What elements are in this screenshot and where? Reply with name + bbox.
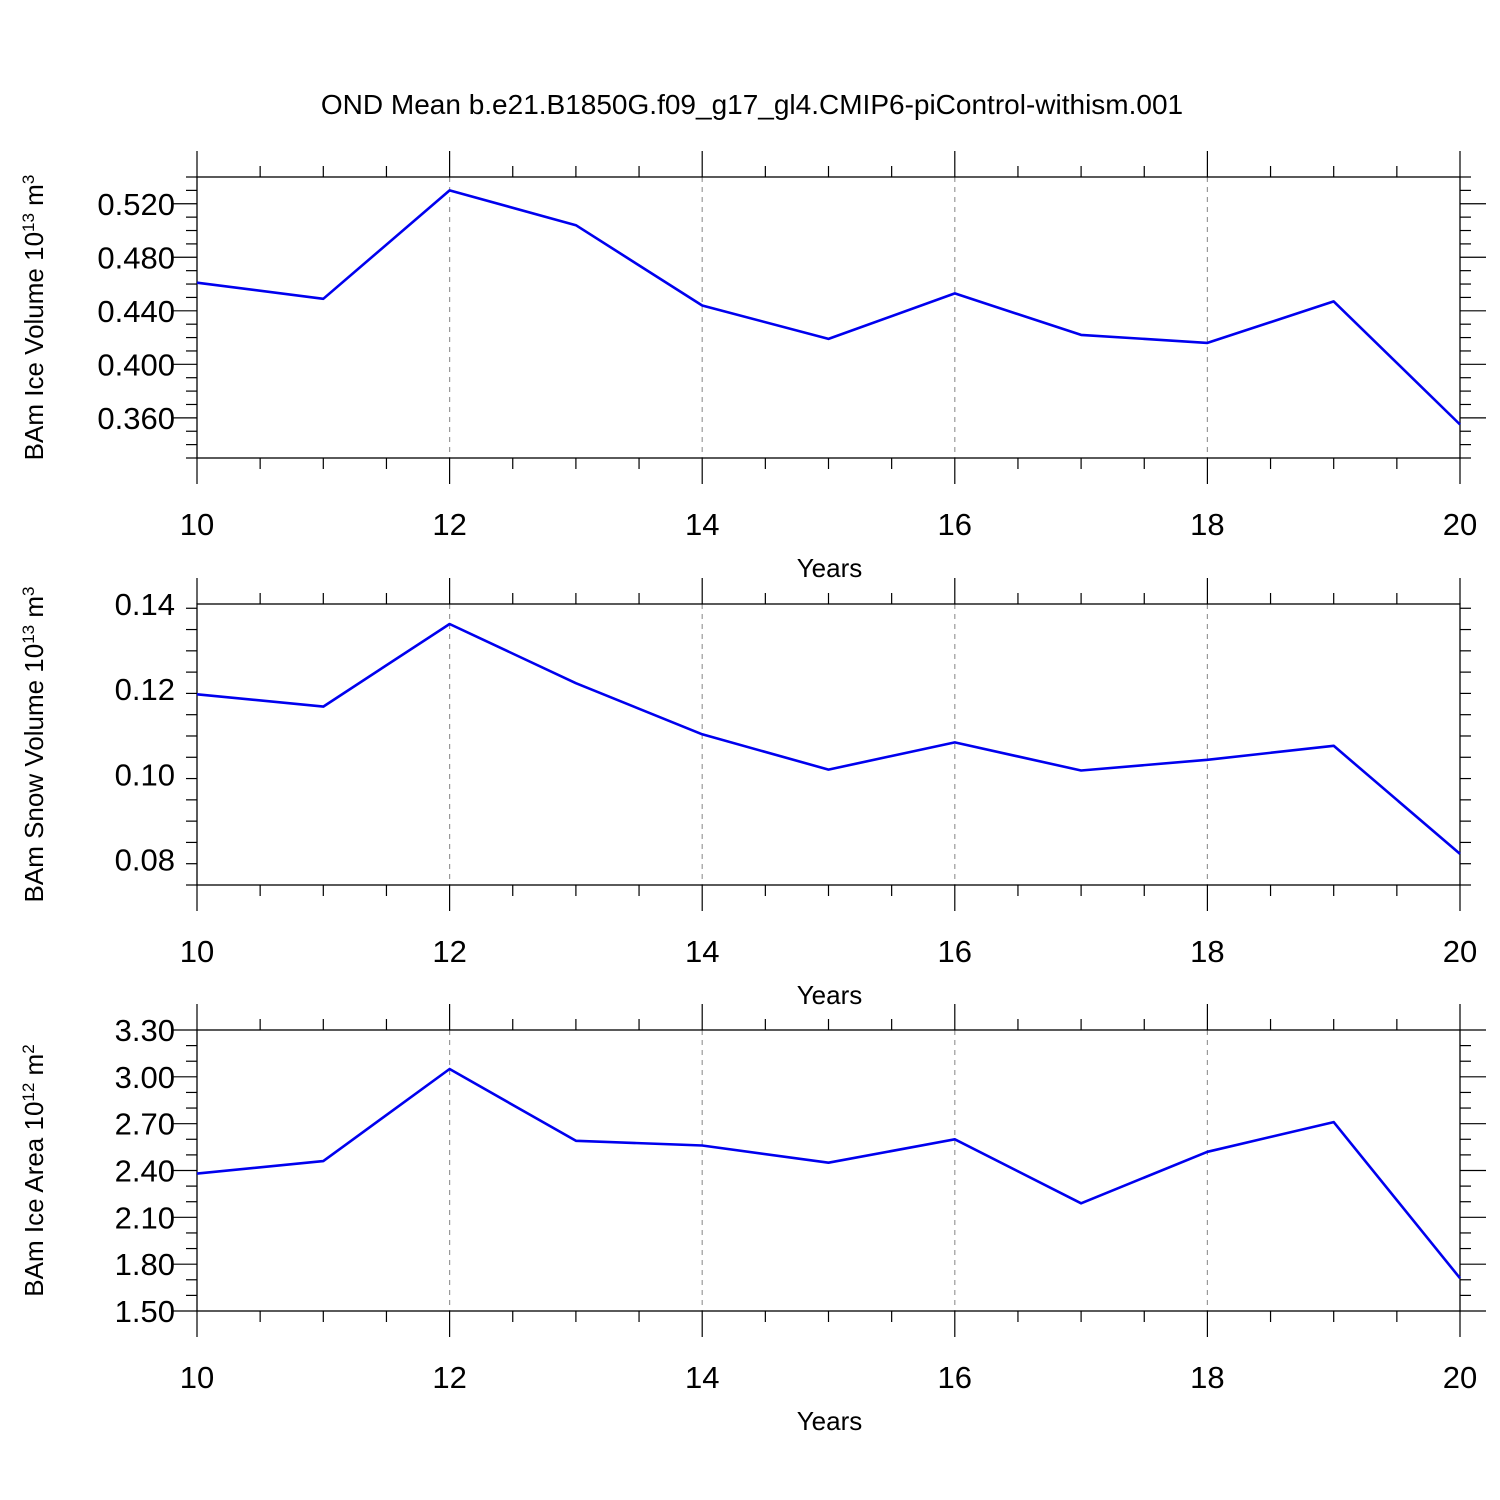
x-tick-label: 10 (180, 1360, 214, 1395)
data-point (701, 733, 704, 736)
y-tick-label: 1.50 (115, 1294, 175, 1329)
data-point (196, 1172, 199, 1175)
data-point (448, 189, 451, 192)
y-axis-title-superscript: 2 (19, 1044, 38, 1053)
y-axis-title-superscript: 13 (19, 213, 38, 232)
y-axis-title-text: m (19, 1054, 49, 1083)
data-point (448, 1068, 451, 1071)
data-point (1332, 300, 1335, 303)
y-tick-label: 3.00 (115, 1060, 175, 1095)
data-point (827, 1161, 830, 1164)
y-tick-label: 0.12 (115, 672, 175, 707)
x-tick-label: 12 (432, 1360, 466, 1395)
data-point (196, 281, 199, 284)
y-axis-title-text: m (19, 184, 49, 213)
data-point (575, 1140, 578, 1143)
data-point (322, 705, 325, 708)
data-point (322, 297, 325, 300)
y-tick-label: 2.70 (115, 1107, 175, 1142)
x-tick-label: 14 (685, 1360, 719, 1395)
y-axis-title-text: BAm Snow Volume 10 (19, 644, 49, 903)
x-tick-label: 12 (432, 507, 466, 542)
data-point (196, 693, 199, 696)
data-point (701, 304, 704, 307)
panel-1: 10 12 14 16 18 20 0.360 0.400 0.440 0.480 0.520 Yea… (19, 151, 1486, 583)
y-tick-label: 0.440 (97, 294, 175, 329)
y-axis-title-text: m (19, 596, 49, 625)
y-tick-label: 1.80 (115, 1247, 175, 1282)
x-tick-label: 18 (1190, 507, 1224, 542)
y-tick-label: 0.08 (115, 842, 175, 877)
data-point (954, 1138, 957, 1141)
data-point (322, 1160, 325, 1163)
x-tick-label: 20 (1443, 934, 1477, 969)
y-tick-label: 2.40 (115, 1154, 175, 1189)
data-point (575, 224, 578, 227)
y-tick-label: 0.520 (97, 187, 175, 222)
x-tick-label: 16 (938, 1360, 972, 1395)
x-axis-title: Years (797, 1406, 863, 1436)
plot-frame (196, 603, 1461, 886)
x-tick-label: 10 (180, 934, 214, 969)
x-tick-label: 10 (180, 507, 214, 542)
y-tick-label: 0.14 (115, 587, 175, 622)
y-tick-label: 0.10 (115, 757, 175, 792)
x-tick-label: 20 (1443, 1360, 1477, 1395)
panel-2: 10 12 14 16 18 20 0.08 0.10 0.12 0.14 Years BAm Sno… (19, 578, 1477, 1010)
x-tick-label: 20 (1443, 507, 1477, 542)
data-series-line (196, 622, 1461, 855)
y-tick-label: 0.360 (97, 401, 175, 436)
x-tick-label: 16 (938, 507, 972, 542)
x-tick-label: 14 (685, 934, 719, 969)
x-tick-label: 14 (685, 507, 719, 542)
y-axis-title-superscript: 12 (19, 1083, 38, 1102)
y-tick-label: 0.480 (97, 240, 175, 275)
data-point (954, 741, 957, 744)
y-axis-title-superscript: 3 (19, 175, 38, 184)
plot-frame (196, 1029, 1461, 1312)
data-point (1206, 1150, 1209, 1153)
data-point (1080, 1202, 1083, 1205)
data-point (1080, 769, 1083, 772)
x-axis-title: Years (797, 980, 863, 1010)
y-tick-label: 0.400 (97, 347, 175, 382)
data-point (448, 623, 451, 626)
x-tick-label: 16 (938, 934, 972, 969)
y-axis-title-text: BAm Ice Volume 10 (19, 232, 49, 460)
plot-frame (196, 176, 1461, 459)
data-point (1206, 342, 1209, 345)
data-point (1332, 744, 1335, 747)
panel-3: 10 12 14 16 18 20 1.50 1.80 2.10 2.40 2.70 3.00 3.30… (19, 1004, 1486, 1436)
data-point (1459, 423, 1462, 426)
data-point (1332, 1121, 1335, 1124)
data-point (575, 682, 578, 685)
y-tick-label: 3.30 (115, 1013, 175, 1048)
data-point (1459, 1277, 1462, 1280)
y-axis-title-superscript: 13 (19, 625, 38, 644)
y-axis-title: BAm Ice Area 1012 m2 (19, 1044, 50, 1296)
x-axis-title: Years (797, 553, 863, 583)
y-axis-title-text: BAm Ice Area 10 (19, 1102, 49, 1297)
x-tick-label: 12 (432, 934, 466, 969)
x-tick-label: 18 (1190, 1360, 1224, 1395)
data-point (827, 338, 830, 341)
data-series-line (196, 1067, 1462, 1280)
y-tick-label: 2.10 (115, 1200, 175, 1235)
x-tick-label: 18 (1190, 934, 1224, 969)
data-series-line (196, 189, 1461, 426)
data-point (954, 292, 957, 295)
data-point (1206, 759, 1209, 762)
y-axis-title: BAm Ice Volume 1013 m3 (19, 175, 50, 461)
data-point (701, 1144, 704, 1147)
y-axis-title-superscript: 3 (19, 587, 38, 596)
data-point (1080, 334, 1083, 337)
y-axis-title: BAm Snow Volume 1013 m3 (19, 587, 50, 903)
chart-title: OND Mean b.e21.B1850G.f09_g17_gl4.CMIP6-… (321, 89, 1183, 120)
data-point (827, 768, 830, 771)
data-point (1459, 853, 1462, 856)
